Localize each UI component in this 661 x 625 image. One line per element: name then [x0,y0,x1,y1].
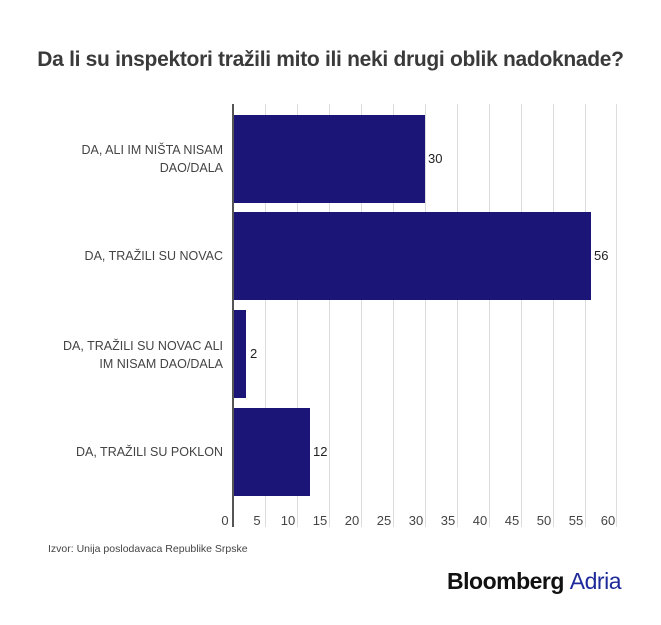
category-label: DA, TRAŽILI SU NOVAC ALI IM NISAM DAO/DA… [23,337,223,373]
brand-logo: Bloomberg Adria [447,568,621,595]
x-tick-label: 50 [536,513,552,528]
category-label-line: DA, TRAŽILI SU POKLON [75,445,223,459]
x-tick-label: 35 [440,513,456,528]
x-tick-label: 55 [568,513,584,528]
plot-area: 30 56 2 12 [233,104,617,527]
gridline [585,104,586,527]
x-tick-label: 45 [504,513,520,528]
x-tick-label: 25 [376,513,392,528]
gridline [489,104,490,527]
x-tick-label: 20 [344,513,360,528]
bar-value-label: 2 [250,346,258,361]
bar-trazili-poklon [233,408,310,496]
category-label: DA, TRAŽILI SU NOVAC [23,247,223,265]
x-tick-label: 10 [280,513,296,528]
gridline [521,104,522,527]
bar-value-label: 30 [428,151,443,166]
gridline [361,104,362,527]
x-tick-label: 0 [221,513,229,528]
category-label: DA, ALI IM NIŠTA NISAM DAO/DALA [23,141,223,177]
category-label-line: DA, ALI IM NIŠTA NISAM [81,143,223,157]
brand-logo-bloomberg: Bloomberg [447,568,564,594]
x-tick-label: 60 [600,513,616,528]
gridline [457,104,458,527]
bar-trazili-novac [233,212,591,300]
chart-title: Da li su inspektori tražili mito ili nek… [37,48,624,71]
x-tick-label: 15 [312,513,328,528]
y-axis-line [232,104,234,527]
gridline [297,104,298,527]
gridline [616,104,617,527]
source-note: Izvor: Unija poslodavaca Republike Srpsk… [48,543,248,555]
gridline [329,104,330,527]
gridline [265,104,266,527]
gridline [393,104,394,527]
bar-da-ali-nista-nisam-dao [233,115,425,203]
x-tick-label: 40 [472,513,488,528]
bar-value-label: 56 [594,248,609,263]
category-label-line: DA, TRAŽILI SU NOVAC [84,249,223,263]
bar-trazili-novac-nisam-dao [233,310,246,398]
brand-logo-adria: Adria [569,568,622,594]
x-tick-label: 5 [253,513,261,528]
category-label-line: DAO/DALA [159,161,223,175]
category-label-line: IM NISAM DAO/DALA [99,357,223,371]
category-label: DA, TRAŽILI SU POKLON [23,443,223,461]
bar-value-label: 12 [313,444,328,459]
gridline [425,104,426,527]
category-label-line: DA, TRAŽILI SU NOVAC ALI [63,339,223,353]
gridline [553,104,554,527]
x-tick-label: 30 [408,513,424,528]
